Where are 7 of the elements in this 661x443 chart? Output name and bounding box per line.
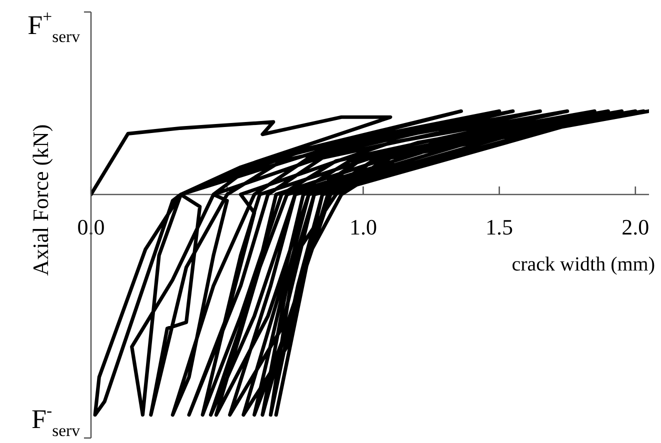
text: F+serv: [28, 6, 81, 46]
x-axis-title: crack width (mm): [512, 253, 655, 276]
x-tick-label: 1.5: [486, 214, 514, 240]
x-tick-label: 1.0: [349, 214, 377, 240]
y-axis-title: Axial Force (kN): [28, 124, 53, 276]
x-tick-label: 2.0: [622, 214, 650, 240]
text: F-serv: [32, 400, 81, 440]
